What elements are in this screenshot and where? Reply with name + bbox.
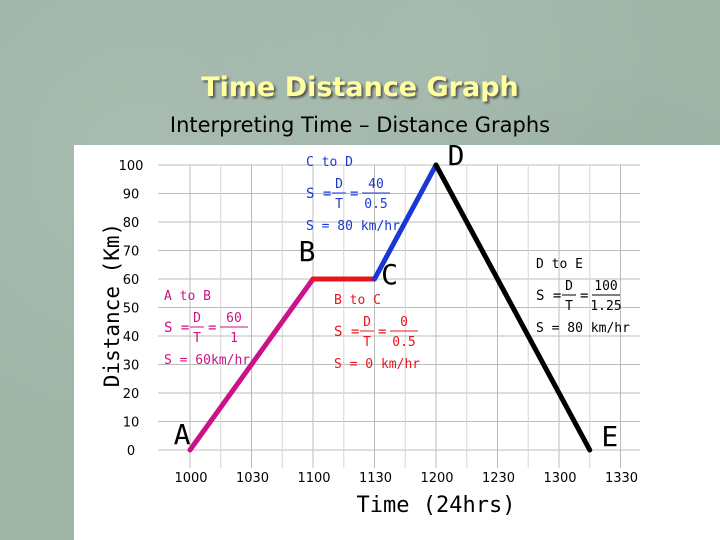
y-tick-label: 0 [127, 444, 135, 459]
y-axis-title: Distance (Km) [100, 223, 124, 387]
annotation-a-to-b: A to B S = DT = 60 1 S = 60km/hr [164, 289, 250, 368]
point-label-e: E [601, 420, 618, 453]
formula-num: 100 [594, 279, 617, 294]
formula-num: 40 [368, 177, 384, 192]
y-tick-label: 60 [123, 273, 140, 288]
formula-eq: = [580, 288, 588, 304]
formula-eq: = [208, 320, 216, 336]
y-tick-label: 80 [123, 216, 140, 231]
grid [158, 164, 640, 468]
point-label-d: D [448, 139, 465, 172]
annotation-result: S = 80 km/hr [306, 219, 400, 234]
segment-a-to-b [187, 276, 316, 453]
slide-subtitle: Interpreting Time – Distance Graphs [169, 113, 551, 137]
point-labels: A B C D E [174, 139, 619, 453]
x-tick-label: 1200 [420, 471, 453, 486]
formula-t: T [335, 197, 343, 212]
series-lines [187, 162, 593, 453]
x-tick-label: 1330 [605, 471, 638, 486]
y-tick-label: 70 [123, 245, 140, 260]
formula-den: 0.5 [364, 197, 387, 212]
point-label-c: C [381, 258, 398, 291]
segment-c-to-d [372, 162, 439, 282]
formula-den: 1.25 [590, 299, 621, 314]
annotation-heading: B to C [334, 293, 381, 308]
x-tick-label: 1000 [174, 471, 207, 486]
x-tick-label: 1030 [236, 471, 269, 486]
formula-d: D [565, 279, 573, 294]
formula-den: 1 [230, 331, 238, 346]
segment-d-to-e [433, 162, 593, 453]
chart-frame [74, 145, 720, 540]
annotation-heading: D to E [536, 257, 583, 272]
formula-d: D [193, 311, 201, 326]
x-tick-label: 1230 [482, 471, 515, 486]
x-tick-label: 1300 [543, 471, 576, 486]
y-tick-label: 30 [123, 359, 140, 374]
y-tick-label: 40 [123, 330, 140, 345]
y-tick-label: 50 [123, 302, 140, 317]
formula-eq: = [350, 186, 358, 202]
formula-d: D [363, 315, 371, 330]
y-tick-label: 10 [123, 416, 140, 431]
annotation-c-to-d: C to D S = DT = 40 0.5 S = 80 km/hr [306, 155, 400, 234]
annotation-heading: C to D [306, 155, 353, 170]
formula-eq: = [378, 324, 386, 340]
annotation-result: S = 0 km/hr [334, 357, 420, 372]
point-label-b: B [299, 235, 316, 268]
formula-prefix: S = [164, 320, 189, 336]
y-tick-label: 100 [119, 159, 144, 174]
formula-den: 0.5 [392, 335, 415, 350]
slide-title: Time Distance Graph [201, 72, 519, 103]
formula-d: D [335, 177, 343, 192]
formula-t: T [193, 331, 201, 346]
annotation-b-to-c: B to C S = DT = 0 0.5 S = 0 km/hr [334, 293, 420, 372]
annotation-heading: A to B [164, 289, 211, 304]
y-tick-label: 20 [123, 387, 140, 402]
formula-num: 60 [226, 311, 242, 326]
x-tick-label: 1130 [359, 471, 392, 486]
formula-prefix: S = [536, 288, 561, 304]
formula-num: 0 [400, 315, 408, 330]
annotation-result: S = 80 km/hr [536, 321, 630, 336]
formula-prefix: S = [334, 324, 359, 340]
x-axis-title: Time (24hrs) [357, 493, 516, 518]
formula-t: T [363, 335, 371, 350]
x-tick-label: 1100 [297, 471, 330, 486]
annotation-result: S = 60km/hr [164, 353, 250, 368]
formula-t: T [565, 299, 573, 314]
annotation-d-to-e: D to E S = DT = 100 1.25 S = 80 km/hr [536, 257, 630, 336]
formula-prefix: S = [306, 186, 331, 202]
point-label-a: A [174, 418, 191, 451]
y-tick-label: 90 [123, 188, 140, 203]
